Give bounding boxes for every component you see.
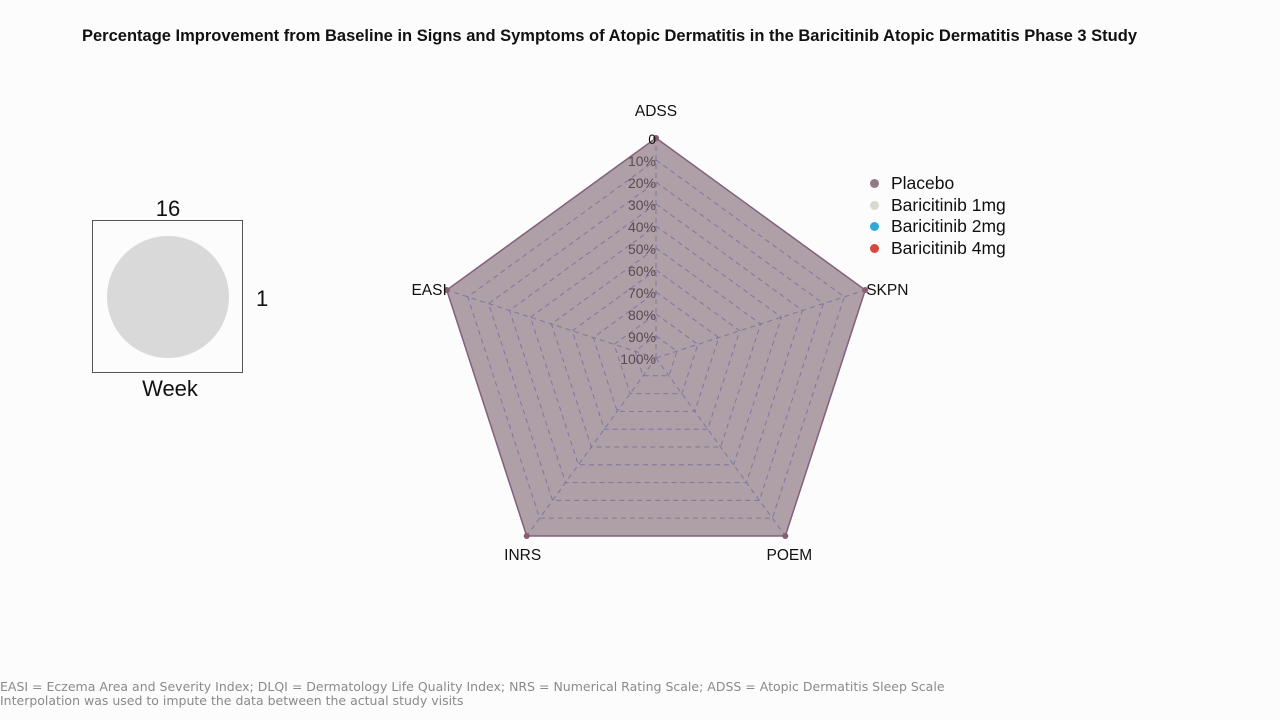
week-side-value: 1 xyxy=(256,286,269,311)
axis-label-easi: EASI xyxy=(411,282,446,299)
week-slider-widget[interactable]: 16 1 Week xyxy=(92,196,292,406)
grid-spoke-poem xyxy=(655,357,786,537)
legend-item[interactable]: Baricitinib 1mg xyxy=(868,195,1006,217)
legend: Placebo Baricitinib 1mg Baricitinib 2mg Bar… xyxy=(868,173,1006,259)
week-indicator-box[interactable] xyxy=(92,220,243,373)
radial-tick-label: 10% xyxy=(628,153,656,169)
grid-ring-1 xyxy=(467,159,845,519)
radial-tick-label: 40% xyxy=(628,219,656,235)
radial-tick-label: 30% xyxy=(628,197,656,213)
legend-label: Placebo xyxy=(891,173,955,194)
grid-ring-9 xyxy=(634,335,678,377)
grid-ring-2 xyxy=(488,181,824,501)
legend-label: Baricitinib 2mg xyxy=(891,216,1006,237)
radial-tick-label: 100% xyxy=(620,351,656,367)
legend-label: Baricitinib 1mg xyxy=(891,194,1006,215)
footnotes: EASI = Eczema Area and Severity Index; D… xyxy=(0,680,945,708)
grid-spoke-easi xyxy=(446,289,657,359)
week-label: Week xyxy=(142,376,198,401)
grid-spoke-inrs xyxy=(526,357,657,537)
axis-label-adss: ADSS xyxy=(635,103,677,120)
grid-ring-8 xyxy=(613,313,699,395)
radial-tick-label: 50% xyxy=(628,241,656,257)
grid-ring-4 xyxy=(529,225,783,466)
data-point-poem xyxy=(782,532,789,539)
legend-marker xyxy=(870,243,879,253)
data-point-inrs xyxy=(523,532,530,539)
axis-label-inrs: INRS xyxy=(504,547,541,564)
radial-tick-label: 70% xyxy=(628,285,656,301)
legend-label: Baricitinib 4mg xyxy=(891,237,1006,258)
grid-spoke-skpn xyxy=(655,289,866,359)
axis-label-poem: POEM xyxy=(766,547,812,564)
legend-item[interactable]: Baricitinib 2mg xyxy=(868,216,1006,238)
radial-tick-label: 20% xyxy=(628,175,656,191)
radial-tick-label: 80% xyxy=(628,307,656,323)
radial-tick-label: 60% xyxy=(628,263,656,279)
radial-tick-label: 0 xyxy=(648,131,656,147)
axis-label-skpn: SKPN xyxy=(866,282,908,299)
data-point-adss xyxy=(653,135,659,141)
grid-ring-7 xyxy=(592,291,720,412)
radial-tick-label: 90% xyxy=(628,329,656,345)
legend-marker xyxy=(870,200,879,210)
chart-title: Percentage Improvement from Baseline in … xyxy=(82,27,1138,45)
data-point-easi xyxy=(443,287,450,294)
week-indicator-circle xyxy=(107,236,229,358)
footnote-abbreviations: EASI = Eczema Area and Severity Index; D… xyxy=(0,679,945,694)
data-point-skpn xyxy=(862,287,869,294)
week-value: 16 xyxy=(155,196,181,221)
legend-marker xyxy=(870,179,879,189)
legend-item[interactable]: Placebo xyxy=(868,173,1006,195)
legend-marker xyxy=(870,222,879,232)
grid-ring-3 xyxy=(508,203,804,484)
legend-item[interactable]: Baricitinib 4mg xyxy=(868,238,1006,260)
footnote-interpolation: Interpolation was used to impute the dat… xyxy=(0,693,464,708)
